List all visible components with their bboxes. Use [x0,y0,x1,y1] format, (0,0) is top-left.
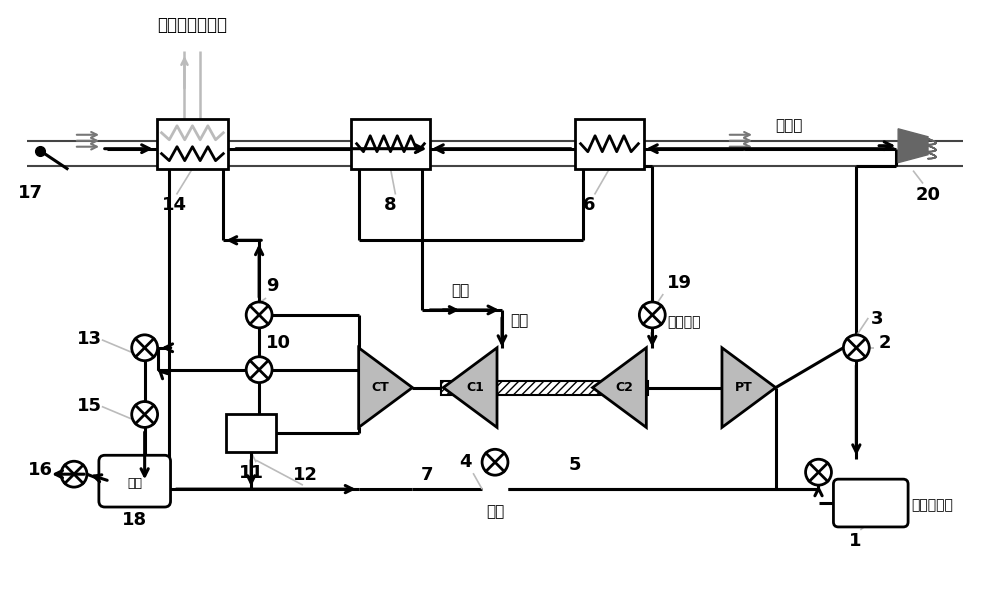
Text: 20: 20 [916,185,941,203]
Text: 15: 15 [77,396,102,414]
Text: 排出: 排出 [127,477,142,490]
Polygon shape [722,348,776,428]
Bar [351,119,430,169]
Bar [226,414,276,452]
Text: 16: 16 [28,461,53,479]
Polygon shape [593,348,646,428]
Bar [157,119,228,169]
Text: 12: 12 [293,466,318,484]
Text: CT: CT [372,381,389,394]
Text: 10: 10 [266,334,291,352]
Text: 发动机引气: 发动机引气 [911,498,953,512]
Text: 19: 19 [667,274,692,292]
Polygon shape [359,348,412,428]
FancyBboxPatch shape [833,479,908,527]
FancyBboxPatch shape [99,455,171,507]
Text: C2: C2 [615,381,633,394]
Text: 8: 8 [384,197,397,215]
Text: 1: 1 [849,532,862,550]
Text: 冷风道: 冷风道 [775,118,802,133]
Text: 6: 6 [583,197,595,215]
Text: 5: 5 [568,456,581,474]
Text: 7: 7 [421,466,434,484]
Bar [441,380,648,395]
Text: 3: 3 [871,310,884,328]
Text: 热路: 热路 [486,504,504,519]
Text: 14: 14 [162,197,187,215]
Text: 17: 17 [18,184,43,202]
Bar [575,119,644,169]
Text: 4: 4 [459,453,471,471]
Text: 18: 18 [122,511,147,529]
Text: PT: PT [735,381,753,394]
Text: 9: 9 [266,277,279,295]
Text: 冲压空气: 冲压空气 [667,315,701,329]
Text: 11: 11 [239,464,264,482]
Polygon shape [443,348,497,428]
Polygon shape [898,129,928,163]
Text: C1: C1 [466,381,484,394]
Text: 2: 2 [878,334,891,352]
Text: 13: 13 [77,330,102,348]
Text: 回风: 回风 [451,283,469,298]
Text: 冷却设备载冷剂: 冷却设备载冷剂 [157,16,227,34]
Text: 冷路: 冷路 [510,313,528,328]
